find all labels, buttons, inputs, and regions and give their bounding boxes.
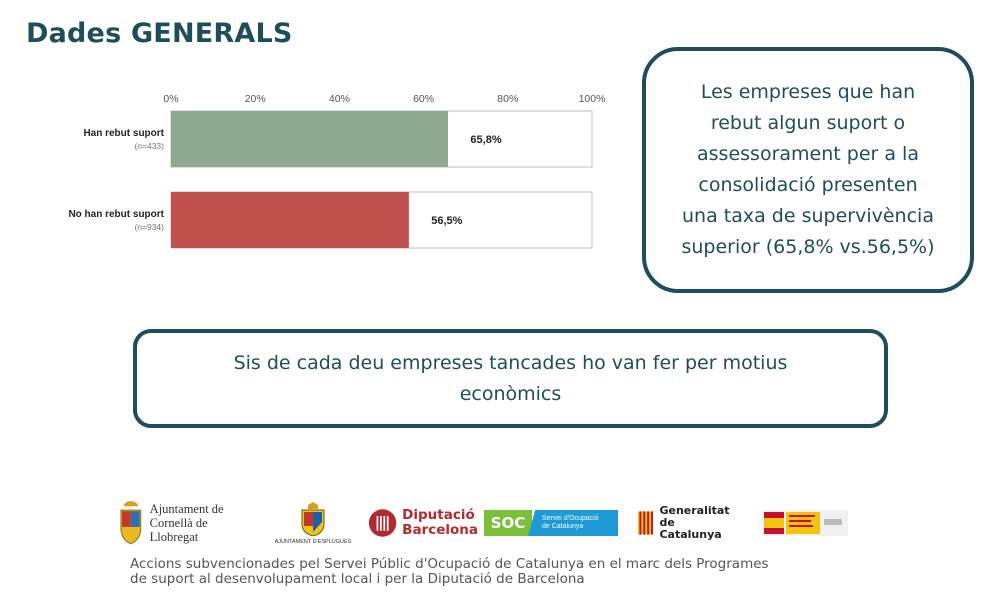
callout-line: consolidació presenten — [698, 174, 918, 196]
soc-badge: SOC — [484, 510, 532, 536]
survival-bar-chart: 0% 20% 40% 60% 80% 100% 65,8% Han rebut suport (… — [0, 80, 640, 270]
chart-svg: 0% 20% 40% 60% 80% 100% 65,8% Han rebut suport (… — [68, 93, 606, 249]
logo-ministerio — [762, 498, 852, 548]
diputacio-emblem-icon — [368, 509, 397, 537]
x-tick-label: 40% — [329, 93, 350, 105]
ministerio-emblem-icon — [762, 510, 848, 536]
callout-line: una taxa de supervivència — [682, 205, 934, 227]
logo-soc: SOC Servei d'Ocupació de Catalunya — [484, 498, 618, 548]
bar — [171, 192, 409, 248]
generalitat-name: Generalitat — [659, 504, 730, 517]
footer-text: Accions subvencionades pel Servei Públic… — [130, 557, 830, 587]
callout-line: Les empreses que han — [700, 81, 916, 103]
category-label: Han rebut suport — [83, 128, 164, 139]
callout-line: econòmics — [459, 382, 562, 405]
logo-cornella: Ajuntament de Cornellà de Llobregat — [118, 498, 258, 548]
diputacio-name: Diputació — [402, 507, 475, 523]
logo-esplugues: AJUNTAMENT D'ESPLUGUES — [268, 498, 358, 548]
cornella-shield-icon — [120, 501, 142, 545]
generalitat-emblem-icon — [638, 511, 654, 535]
callout-line: rebut algun suport o — [710, 112, 906, 134]
callout-line: superior (65,8% vs.56,5%) — [681, 236, 935, 258]
logo-generalitat: Generalitat de Catalunya — [638, 498, 738, 548]
diputacio-name: Barcelona — [402, 522, 478, 538]
soc-subtitle: de Catalunya — [542, 523, 584, 530]
footer-line: de suport al desenvolupament local i per… — [130, 571, 585, 587]
cornella-name: Ajuntament de — [149, 502, 224, 516]
x-tick-label: 60% — [413, 93, 434, 105]
category-n-label: (n=934) — [134, 222, 164, 232]
x-tick-label: 20% — [245, 93, 266, 105]
bar-value-label: 65,8% — [470, 134, 501, 146]
footer-line: Accions subvencionades pel Servei Públic… — [130, 556, 769, 572]
sponsor-logos: Ajuntament de Cornellà de Llobregat AJUN… — [118, 498, 858, 550]
x-tick-label: 80% — [497, 93, 518, 105]
callout-line: Sis de cada deu empreses tancades ho van… — [233, 351, 788, 374]
esplugues-name: AJUNTAMENT D'ESPLUGUES — [274, 538, 352, 545]
bar — [171, 111, 449, 167]
generalitat-name: de Catalunya — [659, 516, 722, 541]
x-tick-label: 0% — [163, 93, 178, 105]
callout-survival-rate: Les empreses que han rebut algun suport … — [642, 47, 974, 293]
x-tick-label: 100% — [579, 93, 606, 105]
bar-value-label: 56,5% — [431, 215, 462, 227]
callout-line: assessorament per a la — [697, 143, 919, 165]
category-label: No han rebut suport — [68, 209, 164, 220]
page-title: Dades GENERALS — [26, 18, 293, 49]
soc-subtitle: Servei d'Ocupació — [542, 515, 599, 522]
esplugues-shield-icon — [301, 501, 325, 536]
category-n-label: (n=433) — [134, 141, 164, 151]
cornella-name: Cornellà de Llobregat — [149, 516, 208, 544]
logo-diputacio: Diputació Barcelona — [368, 498, 478, 548]
callout-closures: Sis de cada deu empreses tancades ho van… — [133, 329, 888, 428]
